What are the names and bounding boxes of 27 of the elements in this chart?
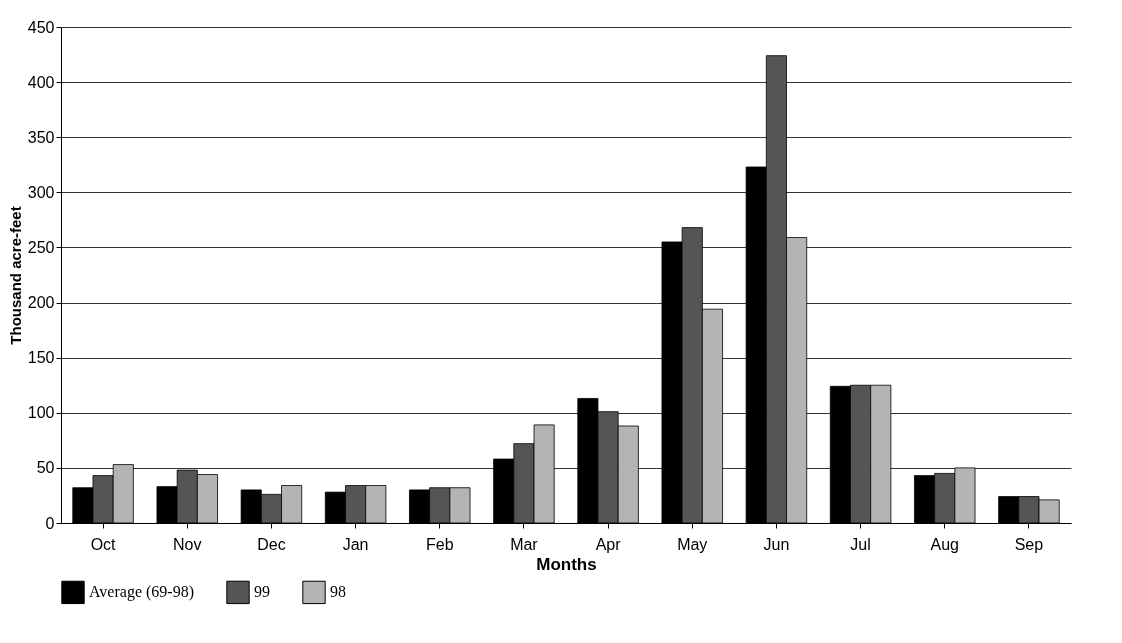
y-axis-title: Thousand acre-feet — [6, 206, 24, 345]
x-tick-label: Sep — [1014, 535, 1044, 553]
x-tick-label: Feb — [425, 535, 454, 553]
y-tick-label: 250 — [27, 238, 55, 256]
legend-label: 98 — [330, 583, 346, 601]
y-tick-label: 450 — [27, 18, 55, 36]
x-tick-label: Jun — [763, 535, 790, 553]
legend-label: 99 — [254, 583, 270, 601]
x-tick-label: Jul — [850, 535, 871, 553]
x-tick-label: May — [677, 535, 708, 553]
x-tick-label: Dec — [257, 535, 286, 553]
x-tick-label: Mar — [510, 535, 539, 553]
x-tick-label: Oct — [90, 535, 117, 553]
x-tick-label: Nov — [173, 535, 202, 553]
y-tick-label: 400 — [27, 73, 55, 91]
x-tick-label: Jan — [342, 535, 369, 553]
y-tick-label: 350 — [27, 128, 55, 146]
legend-label: Average (69-98) — [89, 583, 194, 602]
x-tick-label: Aug — [930, 535, 959, 553]
y-tick-label: 100 — [27, 404, 55, 422]
x-axis-title: Months — [536, 554, 597, 574]
y-tick-label: 300 — [27, 183, 55, 201]
y-tick-label: 0 — [45, 514, 55, 532]
y-tick-label: 150 — [27, 349, 55, 367]
y-tick-label: 200 — [27, 294, 55, 312]
y-tick-label: 50 — [36, 459, 55, 477]
x-tick-label: Apr — [595, 535, 622, 553]
